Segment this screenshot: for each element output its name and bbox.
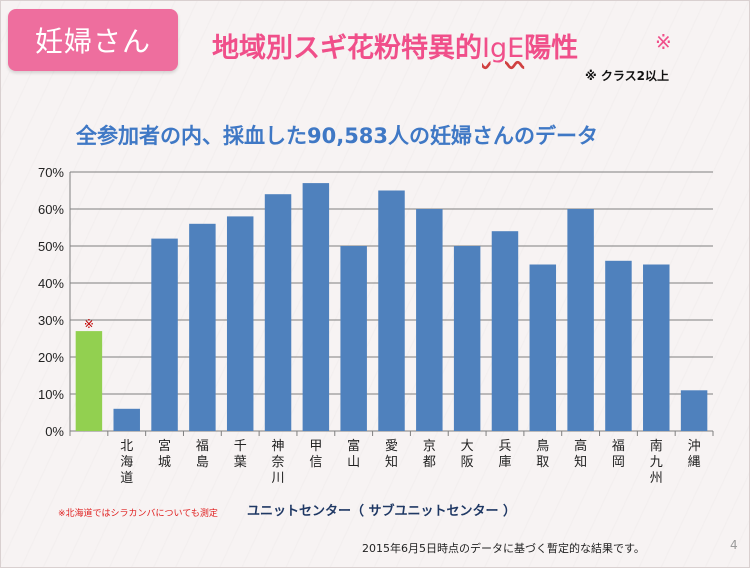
x-tick-label: 兵 — [498, 439, 511, 454]
x-tick-label: 九 — [650, 455, 663, 470]
x-tick-label: 縄 — [688, 455, 701, 470]
unit-center-note: ユニットセンター（ サブユニットセンター ） — [247, 504, 517, 519]
bar — [643, 264, 670, 431]
y-tick-label: 20% — [38, 350, 64, 365]
chart-subtitle: 全参加者の内、採血した90,583人の妊婦さんのデータ — [76, 124, 599, 148]
title-asterisk-mark: ※ — [655, 30, 672, 54]
x-tick-label: 海 — [120, 455, 133, 470]
y-tick-label: 70% — [38, 165, 64, 180]
bar — [378, 190, 405, 431]
title-text-1: 地域別スギ花粉特異的 — [212, 33, 482, 64]
x-tick-label: 神 — [272, 439, 285, 454]
x-tick-label: 福 — [612, 439, 625, 454]
x-tick-label: 島 — [196, 455, 209, 470]
bar — [605, 260, 632, 431]
bar — [491, 231, 519, 431]
bar — [680, 390, 708, 431]
bar — [529, 264, 557, 431]
y-tick-label: 30% — [38, 313, 64, 328]
bar — [189, 223, 216, 431]
x-tick-label: 葉 — [234, 455, 247, 470]
y-tick-label: 40% — [38, 276, 64, 291]
x-tick-label: 大 — [461, 439, 474, 454]
page-number: 4 — [730, 538, 738, 552]
class-note: ※ クラス2以上 — [585, 69, 669, 83]
title-text-2: 陽性 — [524, 33, 579, 64]
x-tick-label: 高 — [574, 438, 587, 454]
data-date-note: 2015年6月5日時点のデータに基づく暫定的な結果です。 — [362, 542, 645, 555]
x-tick-label: 阪 — [461, 455, 474, 470]
y-tick-label: 60% — [38, 202, 64, 217]
y-tick-label: 10% — [38, 387, 64, 402]
bar — [75, 331, 103, 431]
bar — [302, 183, 330, 431]
x-tick-label: 取 — [536, 455, 549, 470]
x-tick-label: 京 — [423, 439, 436, 454]
y-tick-label: 50% — [38, 239, 64, 254]
page-title: 地域別スギ花粉特異的IgE陽性 — [212, 26, 578, 65]
x-tick-label: 知 — [385, 454, 398, 470]
hokkaido-footnote: ※北海道ではシラカンバについても測定 — [58, 509, 218, 519]
bar-marker: ※ — [84, 317, 94, 331]
bar — [151, 238, 178, 431]
bar — [264, 194, 292, 431]
x-tick-label: 奈 — [272, 455, 285, 470]
bar — [567, 209, 594, 431]
x-tick-label: 城 — [158, 455, 171, 470]
x-tick-label: 福 — [196, 439, 209, 454]
x-tick-label: 南 — [650, 438, 663, 454]
x-tick-label: 愛 — [385, 439, 398, 454]
x-tick-label: 沖 — [688, 439, 701, 454]
bar — [453, 246, 481, 431]
x-tick-label: 北 — [120, 439, 133, 454]
x-tick-label: 宮 — [158, 438, 171, 454]
x-tick-label: 富 — [347, 438, 360, 454]
x-tick-label: 道 — [120, 471, 133, 486]
x-tick-label: 庫 — [498, 455, 511, 470]
x-tick-label: 甲 — [309, 439, 322, 454]
title-ige: IgE — [482, 33, 525, 64]
x-tick-label: 州 — [650, 471, 663, 486]
x-tick-label: 岡 — [612, 455, 625, 470]
bar — [226, 216, 254, 431]
x-tick-label: 都 — [423, 455, 436, 470]
section-badge: 妊婦さん — [8, 9, 178, 71]
x-tick-label: 山 — [347, 455, 360, 470]
x-tick-label: 信 — [309, 455, 322, 470]
bar — [113, 408, 140, 431]
y-tick-label: 0% — [45, 424, 64, 439]
x-tick-label: 千 — [234, 439, 247, 454]
bar — [416, 209, 443, 431]
x-tick-label: 川 — [272, 471, 285, 486]
x-tick-label: 知 — [574, 454, 587, 470]
bar — [340, 246, 367, 431]
x-tick-label: 鳥 — [536, 439, 549, 454]
